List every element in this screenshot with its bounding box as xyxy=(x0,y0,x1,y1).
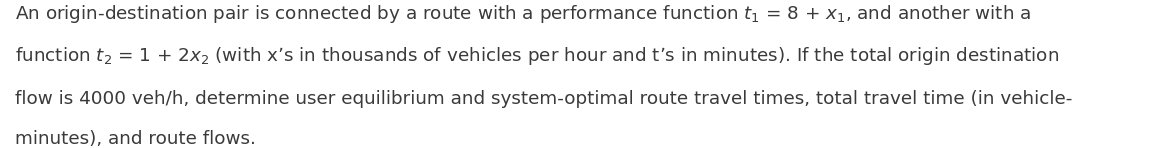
Text: function $t_2$ = 1 + 2$x_2$ (with x’s in thousands of vehicles per hour and t’s : function $t_2$ = 1 + 2$x_2$ (with x’s in… xyxy=(15,45,1059,67)
Text: An origin-destination pair is connected by a route with a performance function $: An origin-destination pair is connected … xyxy=(15,3,1031,25)
Text: minutes), and route flows.: minutes), and route flows. xyxy=(15,130,256,148)
Text: flow is 4000 veh/h, determine user equilibrium and system-optimal route travel t: flow is 4000 veh/h, determine user equil… xyxy=(15,90,1072,108)
